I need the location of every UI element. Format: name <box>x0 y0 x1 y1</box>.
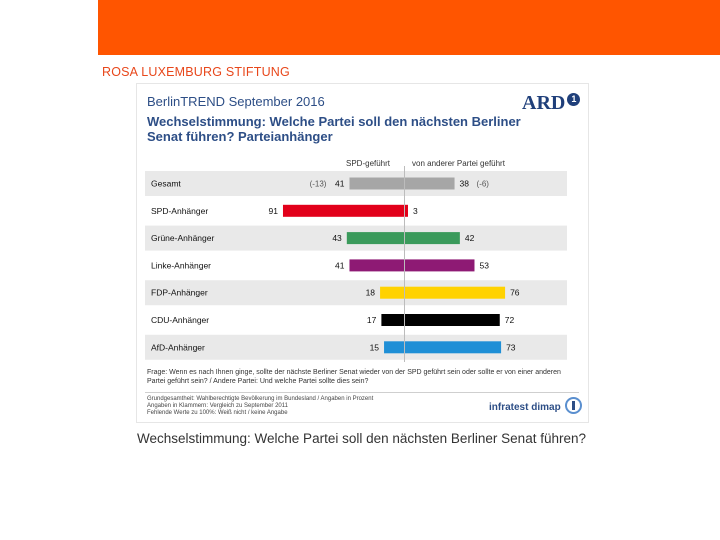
value-label-spd-led: 17 <box>367 315 377 325</box>
ard-one-badge: 1 <box>567 93 581 106</box>
methodology-notes: Grundgesamtheit: Wahlberechtigte Bevölke… <box>147 396 407 417</box>
bar-other-led <box>404 177 455 190</box>
value-label-other-led: 3 <box>413 206 418 216</box>
infratest-logo-text: infratest dimap <box>489 402 561 413</box>
center-axis-line <box>404 166 405 362</box>
bar-spd-led <box>346 232 404 245</box>
meta-line: Grundgesamtheit: Wahlberechtigte Bevölke… <box>147 396 374 402</box>
bar-other-led <box>404 341 502 354</box>
value-label-other-led: 73 <box>506 342 516 352</box>
orange-header-bar <box>98 0 720 55</box>
value-label-spd-led: 41 <box>335 179 345 189</box>
bar-spd-led <box>381 314 404 326</box>
ard-logo: ARD 1 <box>522 92 581 115</box>
bar-other-led <box>404 232 460 245</box>
value-label-spd-led: 18 <box>366 288 376 298</box>
bar-other-led <box>404 204 408 217</box>
footnote-divider <box>145 392 579 393</box>
meta-line: Angaben in Klammern: Vergleich zu Septem… <box>147 403 288 409</box>
bar-other-led <box>404 259 475 272</box>
slide-caption: Wechselstimmung: Welche Partei soll den … <box>137 431 586 446</box>
value-label-spd-led: 15 <box>370 342 380 352</box>
category-label: Grüne-Anhänger <box>151 233 214 243</box>
bar-spd-led <box>349 259 404 272</box>
infratest-logo-icon <box>565 397 582 414</box>
bar-other-led <box>404 314 500 326</box>
value-label-other-led: 42 <box>465 233 475 243</box>
category-label: SPD-Anhänger <box>151 206 208 216</box>
ard-logo-text: ARD <box>522 92 566 114</box>
chart-image: BerlinTREND September 2016 ARD 1 Wechsels… <box>137 84 588 422</box>
brand-label: ROSA LUXEMBURG STIFTUNG <box>102 65 290 79</box>
bar-spd-led <box>282 204 404 217</box>
change-label-other-led: (-6) <box>477 180 490 189</box>
value-label-spd-led: 91 <box>269 206 279 216</box>
question-footnote: Frage: Wenn es nach Ihnen ginge, sollte … <box>147 369 561 385</box>
bar-spd-led <box>384 341 404 354</box>
legend-other-led: von anderer Partei geführt <box>412 159 505 168</box>
value-label-spd-led: 41 <box>335 260 345 270</box>
value-label-other-led: 38 <box>460 179 470 189</box>
bar-spd-led <box>380 286 404 299</box>
bar-chart: Gesamt 41 38 (-13) (-6) SPD-Anhänger 91 3 Grüne-… <box>145 171 567 360</box>
bar-other-led <box>404 286 506 299</box>
category-label: Gesamt <box>151 179 181 189</box>
row-background <box>145 334 567 360</box>
value-label-other-led: 72 <box>505 315 515 325</box>
category-label: CDU-Anhänger <box>151 315 209 325</box>
chart-question: Wechselstimmung: Welche Partei soll den … <box>147 114 521 144</box>
value-label-other-led: 53 <box>479 260 489 270</box>
meta-line: Fehlende Werte zu 100%: Weiß nicht / kei… <box>147 410 288 416</box>
category-label: AfD-Anhänger <box>151 342 205 352</box>
value-label-spd-led: 43 <box>332 233 342 243</box>
change-label-spd-led: (-13) <box>310 180 327 189</box>
legend-spd-led: SPD-geführt <box>346 159 391 168</box>
chart-survey-title: BerlinTREND September 2016 <box>147 94 325 109</box>
value-label-other-led: 76 <box>510 288 520 298</box>
category-label: Linke-Anhänger <box>151 260 211 270</box>
category-label: FDP-Anhänger <box>151 288 208 298</box>
bar-spd-led <box>349 177 404 190</box>
